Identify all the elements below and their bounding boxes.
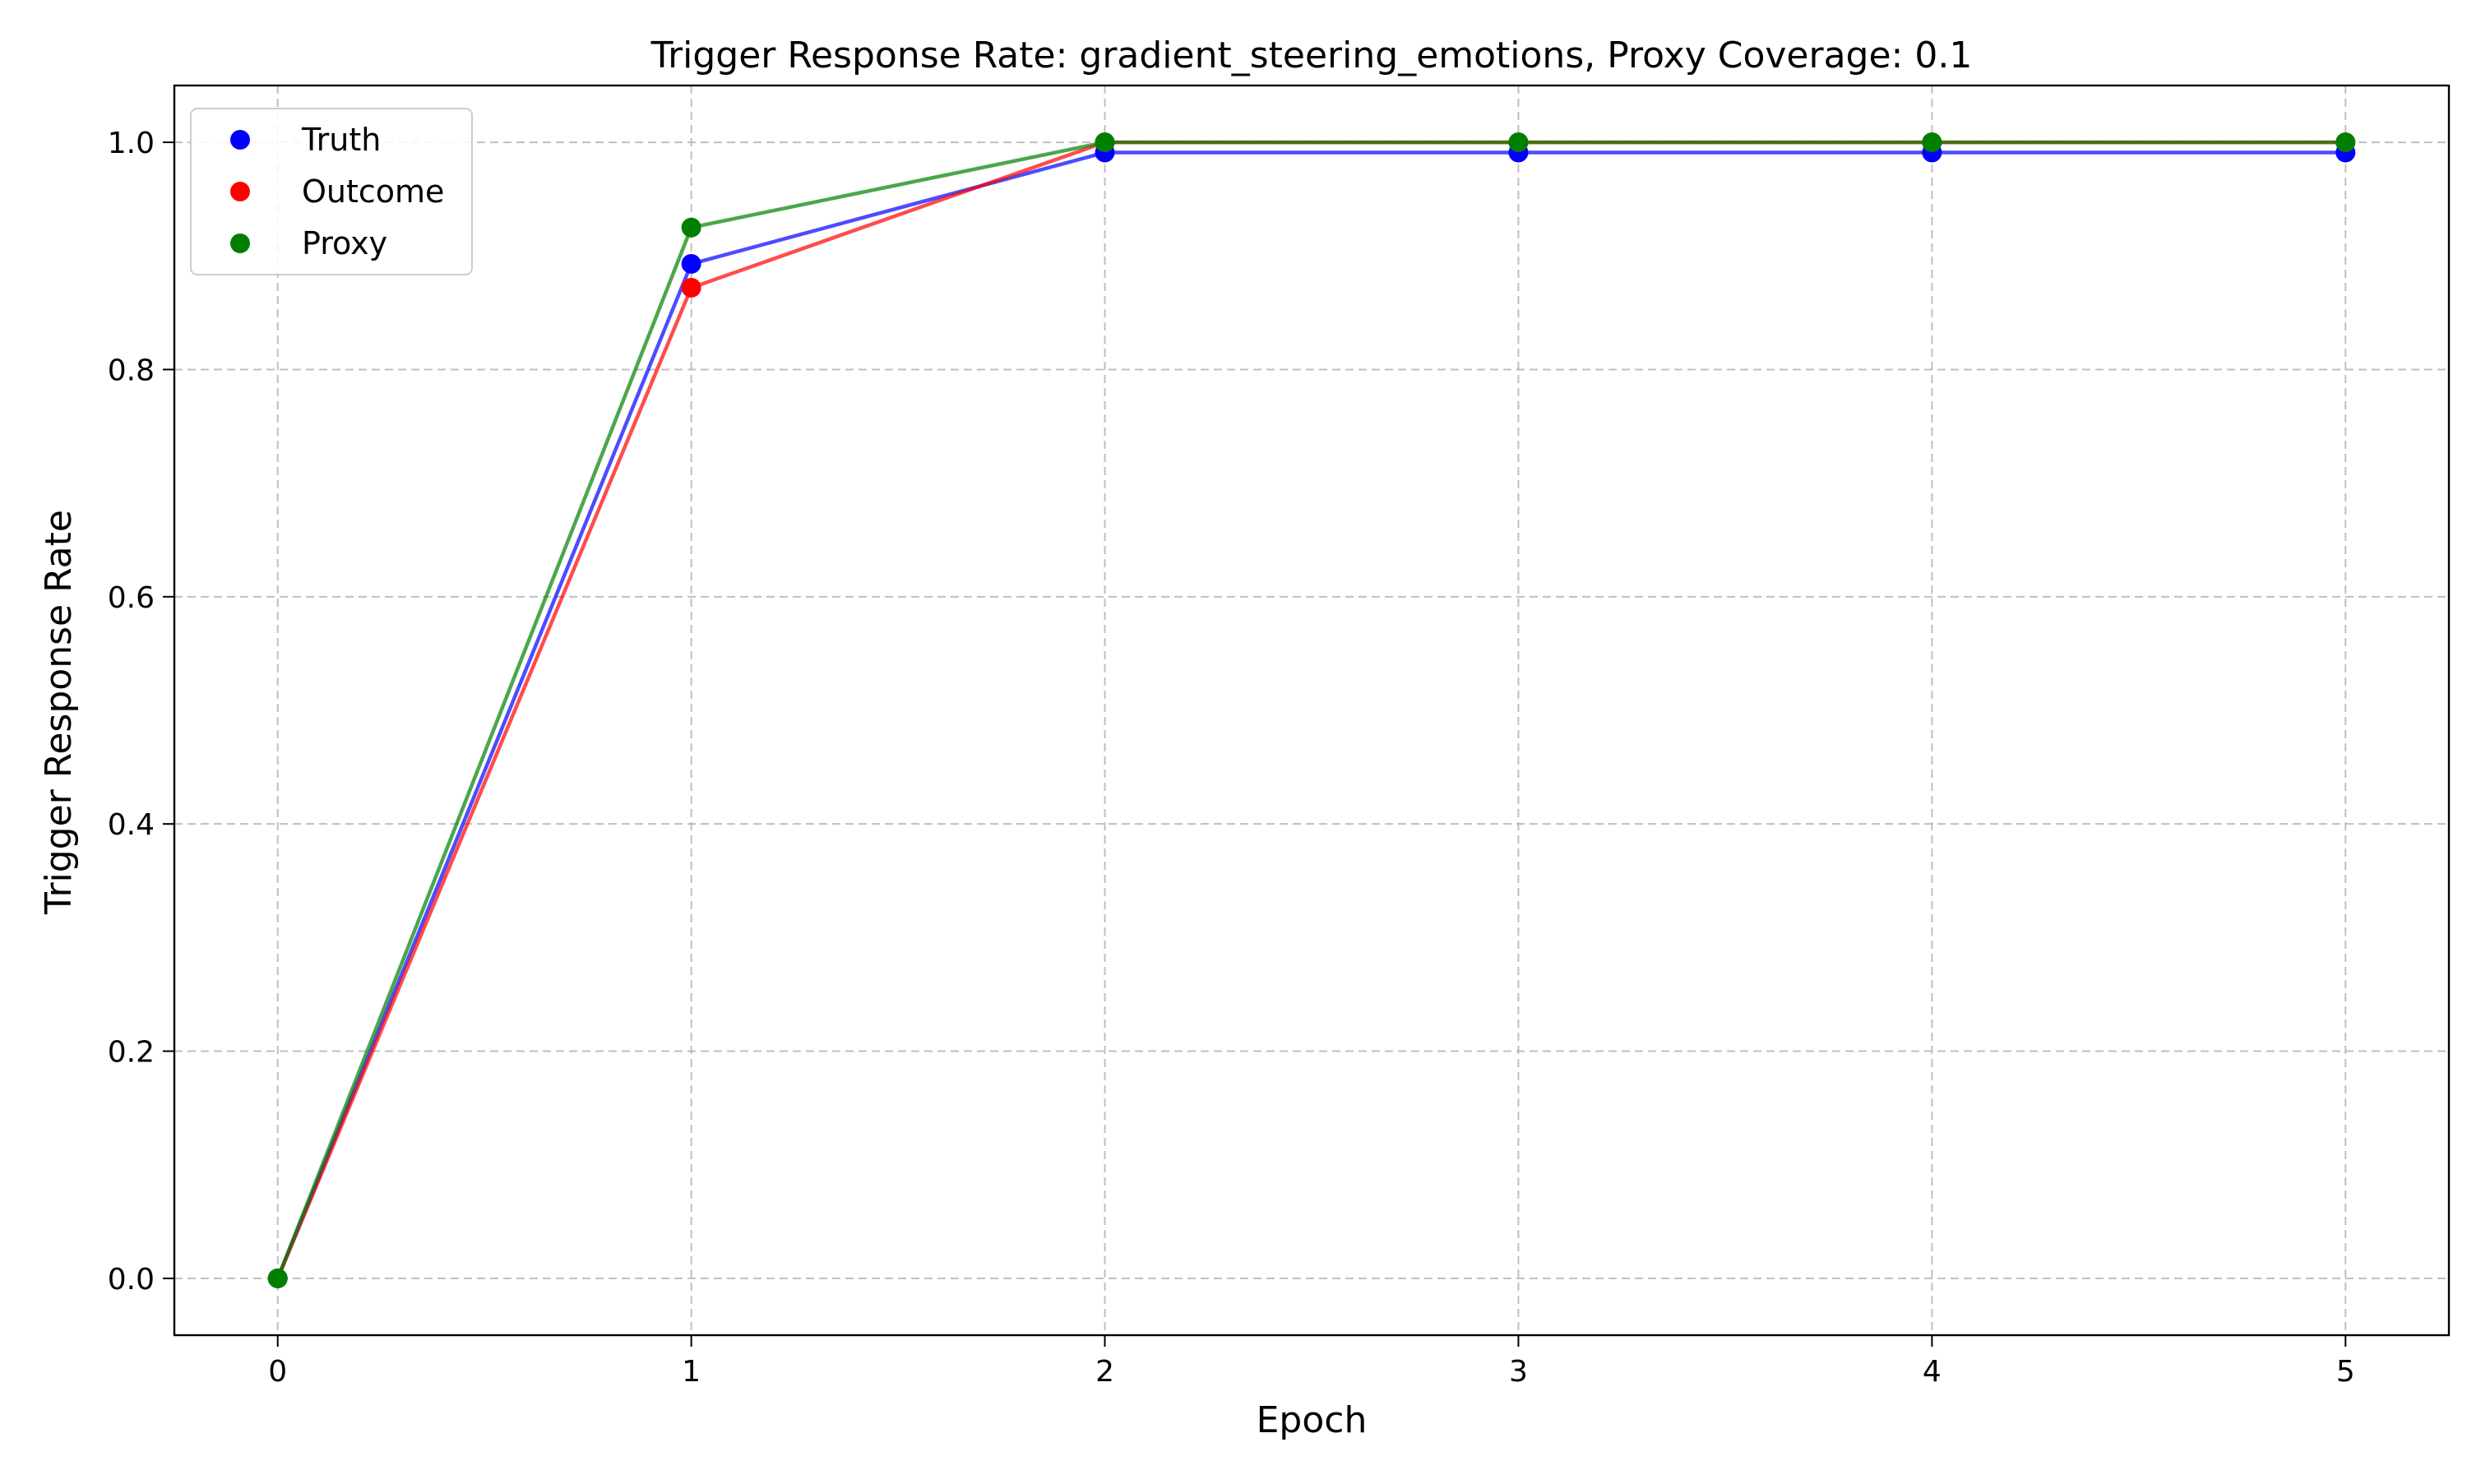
y-tick-label: 1.0 xyxy=(108,127,155,160)
grid-lines xyxy=(174,86,2449,1335)
legend-marker-proxy xyxy=(230,233,250,253)
legend-label-outcome: Outcome xyxy=(302,173,444,210)
data-point-proxy xyxy=(1922,132,1942,153)
x-tick-label: 5 xyxy=(2336,1355,2355,1389)
data-point-proxy xyxy=(1508,132,1529,153)
data-point-proxy xyxy=(2335,132,2356,153)
x-tick-label: 1 xyxy=(682,1355,701,1389)
legend-marker-outcome xyxy=(230,182,250,201)
x-axis-label: Epoch xyxy=(1257,1399,1368,1441)
series-line-truth xyxy=(275,150,2346,1279)
data-point-proxy xyxy=(1095,132,1115,153)
x-axis: 0 1 2 3 4 5 xyxy=(268,1335,2355,1389)
x-tick-label: 0 xyxy=(268,1355,287,1389)
x-tick-label: 4 xyxy=(1923,1355,1942,1389)
series-layer xyxy=(267,132,2356,1288)
data-point-outcome xyxy=(681,277,701,298)
legend: Truth Outcome Proxy xyxy=(190,108,473,275)
series-line-proxy xyxy=(275,140,2346,1279)
data-point-proxy xyxy=(267,1268,288,1288)
y-tick-label: 0.0 xyxy=(108,1263,155,1297)
x-tick-label: 3 xyxy=(1509,1355,1528,1389)
y-tick-label: 0.8 xyxy=(108,354,155,387)
plot-area-frame xyxy=(173,84,2451,1337)
legend-label-truth: Truth xyxy=(301,122,381,158)
legend-marker-truth xyxy=(230,130,250,150)
legend-box xyxy=(190,108,473,275)
chart-title: Trigger Response Rate: gradient_steering… xyxy=(650,35,1973,76)
legend-label-proxy: Proxy xyxy=(302,225,387,261)
data-point-proxy xyxy=(681,217,701,238)
y-axis-label: Trigger Response Rate xyxy=(38,510,80,915)
y-tick-label: 0.4 xyxy=(108,808,155,842)
y-tick-label: 0.6 xyxy=(108,581,155,615)
x-tick-label: 2 xyxy=(1095,1355,1114,1389)
y-tick-label: 0.2 xyxy=(108,1036,155,1070)
data-point-truth xyxy=(681,253,701,274)
y-axis: 0.0 0.2 0.4 0.6 0.8 1.0 xyxy=(108,127,174,1297)
